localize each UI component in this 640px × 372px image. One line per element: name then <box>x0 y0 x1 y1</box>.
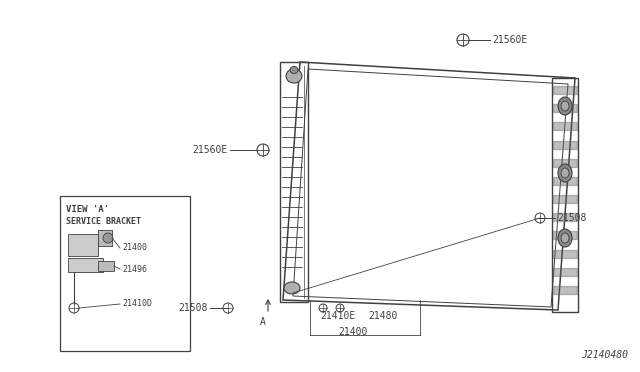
Ellipse shape <box>290 67 298 74</box>
Ellipse shape <box>286 69 302 83</box>
Text: A: A <box>260 317 266 327</box>
Ellipse shape <box>558 164 572 182</box>
Ellipse shape <box>561 233 569 243</box>
Bar <box>68 258 103 272</box>
Bar <box>280 62 308 302</box>
Bar <box>552 78 578 312</box>
Text: 21400: 21400 <box>122 244 147 253</box>
Text: 21400: 21400 <box>338 327 367 337</box>
Text: 21480: 21480 <box>368 311 397 321</box>
Text: 21496: 21496 <box>122 264 147 273</box>
Bar <box>98 261 114 271</box>
Ellipse shape <box>561 101 569 111</box>
Text: VIEW 'A': VIEW 'A' <box>66 205 109 215</box>
Text: 21508: 21508 <box>557 213 586 223</box>
Text: 21410E: 21410E <box>320 311 355 321</box>
Text: 21560E: 21560E <box>193 145 228 155</box>
Bar <box>60 196 190 351</box>
Text: SERVICE BRACKET: SERVICE BRACKET <box>66 218 141 227</box>
Ellipse shape <box>103 233 113 243</box>
Text: 21410D: 21410D <box>122 299 152 308</box>
Text: J2140480: J2140480 <box>581 350 628 360</box>
Ellipse shape <box>284 282 300 294</box>
Ellipse shape <box>558 97 572 115</box>
Bar <box>68 234 98 256</box>
Ellipse shape <box>558 229 572 247</box>
Bar <box>98 230 112 246</box>
Text: 21560E: 21560E <box>492 35 527 45</box>
Ellipse shape <box>561 168 569 178</box>
Text: 21508: 21508 <box>179 303 208 313</box>
